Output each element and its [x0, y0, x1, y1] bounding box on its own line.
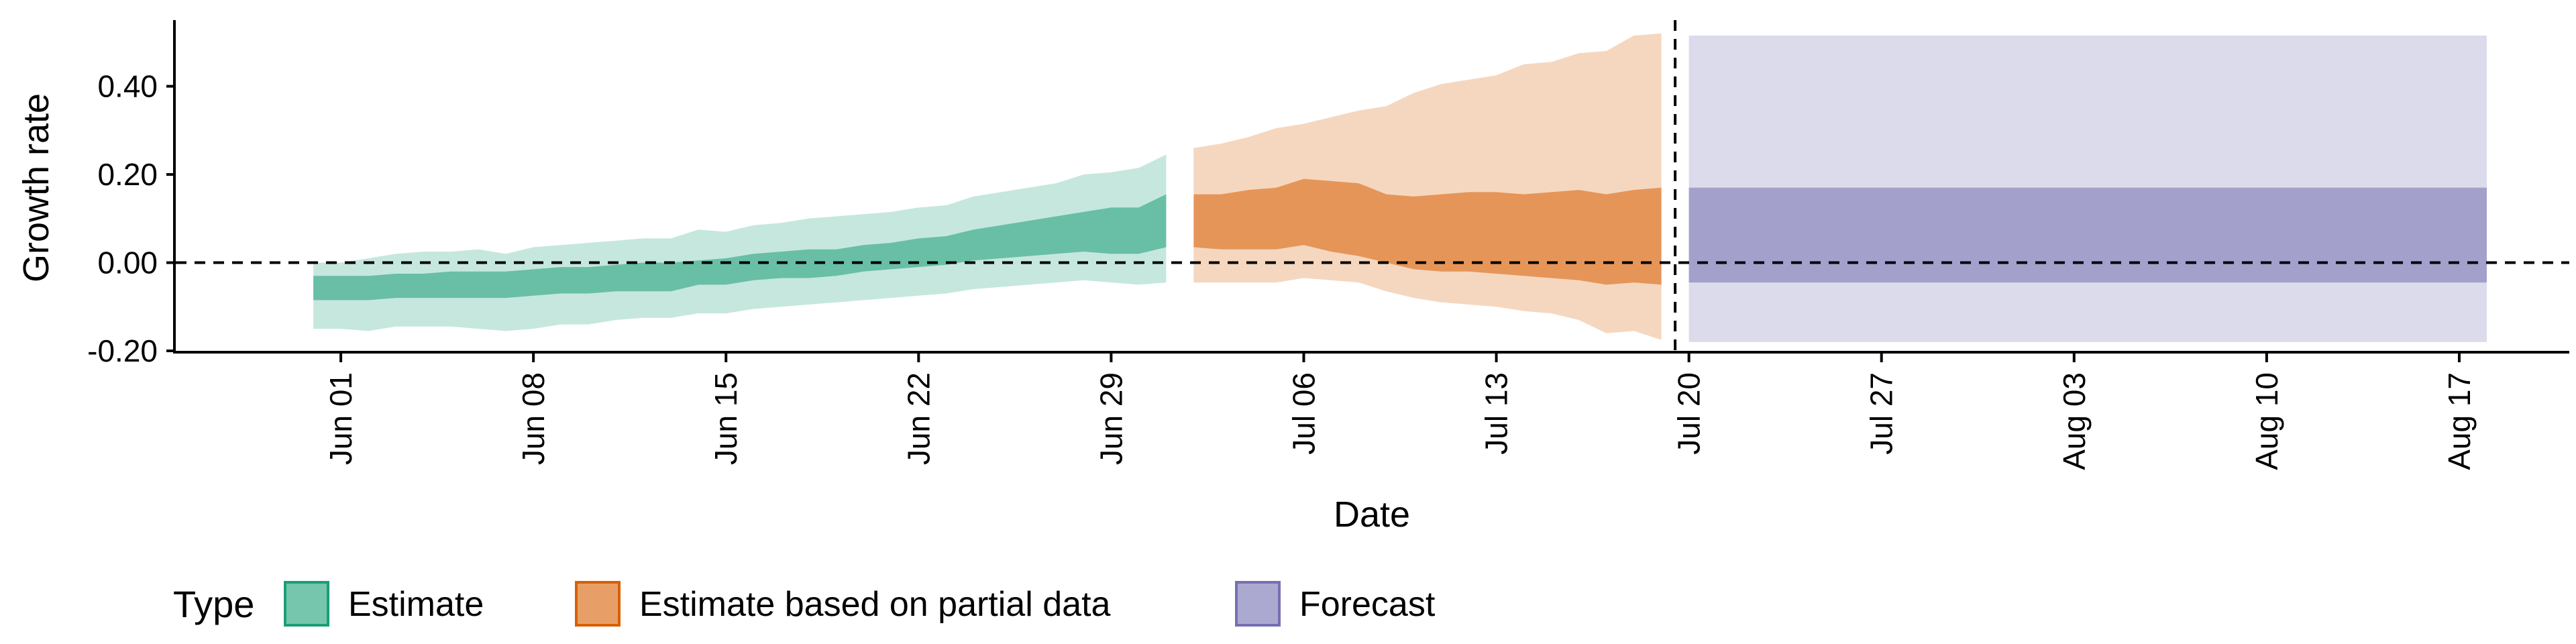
y-tick-label: 0.20 — [97, 157, 158, 192]
bands-layer — [313, 33, 2487, 342]
band-50-2 — [1688, 187, 2487, 283]
x-tick-label: Jun 29 — [1093, 372, 1128, 465]
x-tick-label: Jul 13 — [1479, 372, 1514, 455]
x-tick-label: Jun 22 — [901, 372, 936, 465]
band-90-1 — [1193, 33, 1662, 340]
band-50-1 — [1193, 178, 1662, 285]
x-axis-title: Date — [1334, 494, 1410, 535]
legend-swatch — [284, 581, 329, 627]
x-tick-label: Aug 03 — [2057, 372, 2092, 470]
legend-label: Estimate based on partial data — [639, 585, 1111, 624]
legend-label: Estimate — [348, 585, 484, 624]
x-tick-label: Jul 20 — [1672, 372, 1707, 455]
legend: Type Estimate Estimate based on partial d… — [173, 581, 1436, 627]
axes — [173, 20, 2569, 354]
y-tick-label: -0.20 — [87, 333, 158, 368]
x-tick-label: Aug 17 — [2442, 372, 2477, 470]
x-tick-label: Jul 06 — [1286, 372, 1321, 455]
x-tick-label: Jun 01 — [323, 372, 358, 465]
band-50-0 — [313, 194, 1167, 301]
x-tick-label: Jun 15 — [708, 372, 743, 465]
reference-lines — [176, 20, 2569, 351]
y-tick-label: 0.00 — [97, 246, 158, 280]
x-tick-label: Jun 08 — [516, 372, 551, 465]
x-ticks: Jun 01 Jun 08 Jun 15 Jun 22 Jun 29 Jul 06 Jul … — [323, 352, 2477, 470]
legend-title: Type — [173, 583, 254, 625]
legend-swatch — [575, 581, 621, 627]
legend-swatch — [1235, 581, 1281, 627]
y-axis-title: Growth rate — [16, 93, 56, 282]
legend-label: Forecast — [1299, 585, 1436, 624]
x-tick-label: Jul 27 — [1864, 372, 1899, 455]
x-tick-label: Aug 10 — [2249, 372, 2284, 470]
y-tick-label: 0.40 — [97, 69, 158, 104]
y-ticks: -0.20 0.00 0.20 0.40 — [87, 69, 174, 368]
